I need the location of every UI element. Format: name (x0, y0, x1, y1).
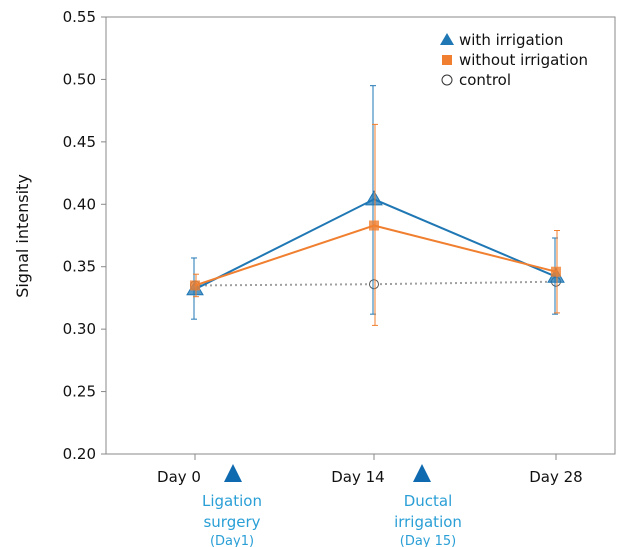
legend-label: with irrigation (459, 31, 563, 49)
annotation-line2: surgery (203, 513, 260, 531)
annotation: Ligation surgery (Day1) (202, 464, 262, 547)
series-without-irrigation (190, 123, 561, 326)
y-tick-label: 0.25 (63, 383, 96, 401)
y-axis: 0.20 0.25 0.30 0.35 0.40 0.45 0.50 0.55 (63, 8, 106, 463)
legend-item: with irrigation (440, 31, 563, 49)
x-axis: Day 0 Day 14 Day 28 (157, 454, 583, 486)
y-axis-title: Signal intensity (13, 174, 32, 298)
legend-marker-square (442, 55, 452, 65)
legend-marker-triangle (440, 33, 454, 45)
legend-label: control (459, 71, 511, 89)
plot-border (105, 16, 616, 455)
annotations: Ligation surgery (Day1) Ductal irrigation (Da… (202, 464, 462, 547)
annotation-line1: Ductal (404, 492, 453, 510)
data-point-square (551, 266, 561, 277)
series-line (194, 280, 557, 287)
annotation-line1: Ligation (202, 492, 262, 510)
legend-item: without irrigation (442, 51, 588, 69)
y-tick-label: 0.50 (63, 70, 96, 88)
y-tick-label: 0.55 (63, 8, 96, 26)
x-tick-label: Day 0 (157, 468, 201, 486)
data-point-square (190, 280, 200, 291)
event-marker-triangle (413, 464, 431, 482)
y-tick-label: 0.30 (63, 320, 96, 338)
x-tick-label: Day 28 (529, 468, 582, 486)
legend-item: control (441, 71, 511, 89)
annotation-line2: irrigation (394, 513, 462, 531)
data-point-square (369, 220, 379, 231)
event-marker-triangle (224, 464, 242, 482)
series-layer (186, 85, 565, 326)
legend-label: without irrigation (459, 51, 588, 69)
x-tick-label: Day 14 (331, 468, 384, 486)
y-tick-label: 0.45 (63, 133, 96, 151)
plot-area (105, 16, 616, 455)
legend: with irrigation without irrigation control (440, 31, 588, 89)
legend-marker-circle (441, 74, 453, 86)
y-tick-label: 0.35 (63, 258, 96, 276)
y-tick-label: 0.40 (63, 195, 96, 213)
annotation-line3: (Day1) (210, 534, 254, 547)
annotation: Ductal irrigation (Day 15) (394, 464, 462, 547)
data-point-circle (369, 279, 379, 290)
annotation-line3: (Day 15) (400, 534, 457, 547)
y-tick-label: 0.20 (63, 445, 96, 463)
data-point-triangle (365, 190, 383, 206)
